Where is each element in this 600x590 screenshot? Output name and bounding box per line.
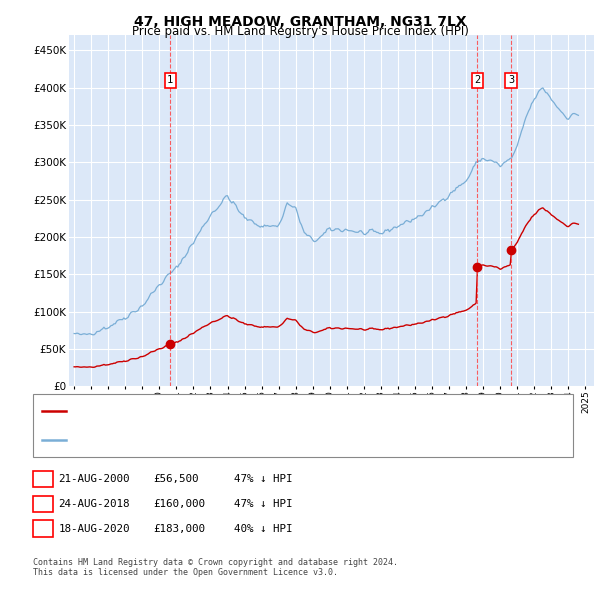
Text: 1: 1 [40, 474, 46, 484]
Text: 2: 2 [40, 499, 46, 509]
Text: £183,000: £183,000 [153, 524, 205, 533]
Text: 18-AUG-2020: 18-AUG-2020 [58, 524, 130, 533]
Text: £56,500: £56,500 [153, 474, 199, 484]
Text: 40% ↓ HPI: 40% ↓ HPI [234, 524, 293, 533]
Text: £160,000: £160,000 [153, 499, 205, 509]
Text: 47, HIGH MEADOW, GRANTHAM, NG31 7LX: 47, HIGH MEADOW, GRANTHAM, NG31 7LX [134, 15, 466, 29]
Text: 47% ↓ HPI: 47% ↓ HPI [234, 499, 293, 509]
Text: 3: 3 [508, 75, 514, 85]
Text: HPI: Average price, detached house, South Kesteven: HPI: Average price, detached house, Sout… [69, 435, 369, 445]
Text: 3: 3 [40, 524, 46, 533]
Text: 47% ↓ HPI: 47% ↓ HPI [234, 474, 293, 484]
Text: 24-AUG-2018: 24-AUG-2018 [58, 499, 130, 509]
Text: 47, HIGH MEADOW, GRANTHAM, NG31 7LX (detached house): 47, HIGH MEADOW, GRANTHAM, NG31 7LX (det… [69, 406, 381, 416]
Text: Contains HM Land Registry data © Crown copyright and database right 2024.
This d: Contains HM Land Registry data © Crown c… [33, 558, 398, 577]
Text: Price paid vs. HM Land Registry's House Price Index (HPI): Price paid vs. HM Land Registry's House … [131, 25, 469, 38]
Text: 2: 2 [474, 75, 481, 85]
Text: 1: 1 [167, 75, 173, 85]
Text: 21-AUG-2000: 21-AUG-2000 [58, 474, 130, 484]
